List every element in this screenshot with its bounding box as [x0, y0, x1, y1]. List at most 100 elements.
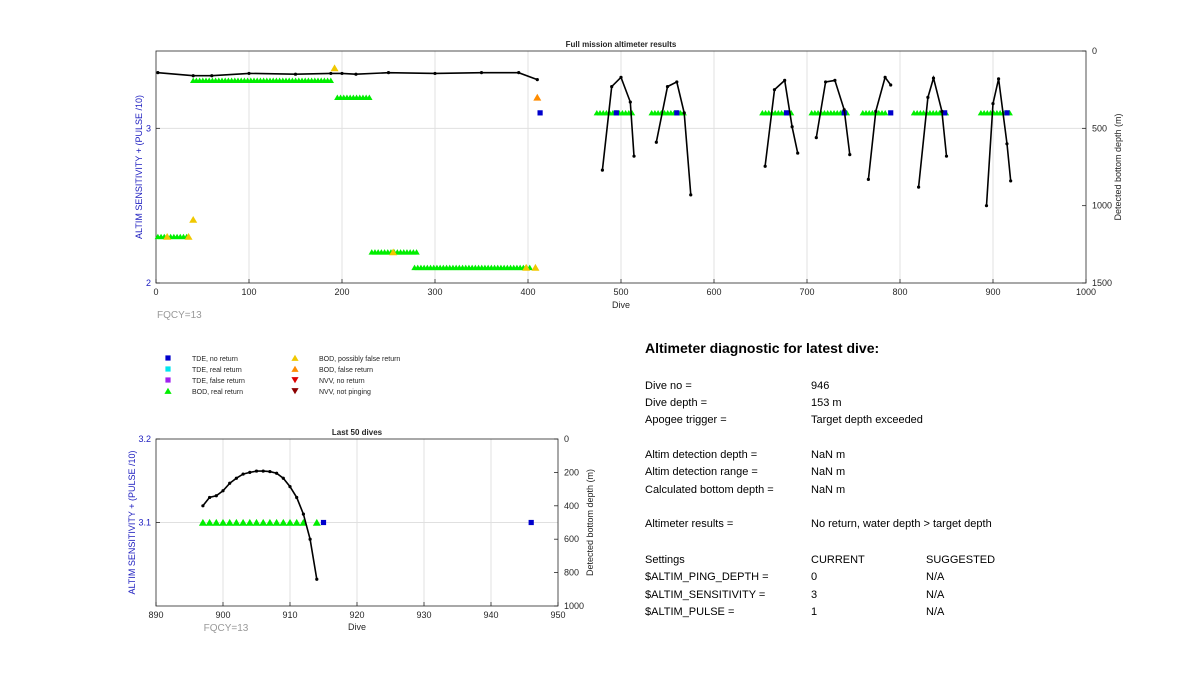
legend-marker: [291, 365, 299, 372]
tde-no-return-marker: [528, 519, 534, 526]
depth-point: [600, 168, 605, 172]
depth-point: [772, 88, 777, 92]
bottom-depth-dive-line: [917, 75, 948, 188]
y-tick-label: 3.2: [138, 434, 151, 444]
diag-value: Target depth exceeded: [811, 414, 923, 426]
settings-suggested: N/A: [926, 589, 945, 601]
y-tick-label: 3: [146, 123, 151, 133]
depth-point: [675, 80, 679, 84]
diag-value: NaN m: [811, 449, 846, 461]
depth-point: [628, 100, 632, 104]
depth-point: [944, 154, 949, 158]
depth-point: [790, 125, 794, 129]
depth-point: [682, 111, 686, 115]
legend-marker: [291, 377, 299, 384]
depth-point: [848, 153, 852, 157]
depth-point: [210, 74, 214, 78]
diag-label: Dive no =: [645, 380, 692, 392]
y2-tick-label: 0: [1092, 46, 1097, 56]
y2-tick-label: 800: [564, 568, 579, 578]
depth-point: [517, 71, 521, 75]
settings-label: Settings: [645, 554, 685, 566]
depth-point: [329, 71, 333, 76]
settings-suggested-header: SUGGESTED: [926, 554, 996, 566]
depth-point: [984, 204, 989, 208]
depth-point: [796, 151, 800, 155]
fqcy-label: FQCY=13: [204, 623, 249, 634]
depth-point: [221, 489, 225, 493]
tde-no-return-marker: [888, 110, 894, 116]
y2-tick-label: 1500: [1092, 278, 1112, 288]
legend-label: NVV, not pinging: [319, 389, 371, 396]
y2-axis-label: Detected bottom depth (m): [585, 469, 595, 576]
diag-value: NaN m: [811, 466, 846, 478]
settings-label: $ALTIM_PULSE =: [645, 606, 735, 618]
settings-label: $ALTIM_PING_DEPTH =: [645, 571, 769, 583]
x-tick-label: 600: [706, 287, 721, 297]
bod-possibly-false-marker: [163, 233, 172, 240]
diag-label: Dive depth =: [645, 397, 708, 409]
bod-real-marker: [205, 518, 214, 526]
depth-point: [991, 101, 995, 106]
x-tick-label: 800: [892, 287, 907, 297]
bod-real-marker: [232, 518, 241, 526]
bod-false-marker: [533, 93, 542, 101]
y-tick-label: 3.1: [138, 518, 151, 528]
bod-possibly-false-marker: [531, 263, 540, 271]
legend-label: NVV, no return: [319, 378, 365, 385]
depth-point: [926, 95, 930, 99]
x-tick-label: 940: [483, 610, 498, 620]
depth-point: [824, 80, 828, 84]
chart-title: Full mission altimeter results: [566, 40, 677, 49]
x-tick-label: 920: [349, 610, 364, 620]
y2-tick-label: 0: [564, 434, 569, 444]
bod-real-marker: [219, 518, 227, 526]
legend-marker: [165, 366, 171, 372]
depth-point: [1005, 142, 1009, 146]
depth-point: [293, 72, 298, 76]
x-tick-label: 200: [334, 287, 349, 297]
depth-point: [763, 164, 767, 168]
depth-point: [433, 71, 437, 76]
bod-real-marker: [198, 518, 207, 526]
depth-point: [783, 78, 787, 82]
depth-point: [295, 495, 299, 500]
depth-point: [535, 78, 539, 82]
bod-real-marker: [312, 518, 321, 526]
depth-point: [268, 469, 272, 474]
depth-point: [247, 71, 251, 76]
diag-value: No return, water depth > target depth: [811, 518, 992, 530]
x-tick-label: 900: [215, 610, 230, 620]
y-axis-label: ALTIM SENSITIVITY + (PULSE /10): [127, 451, 137, 595]
depth-point: [156, 71, 160, 75]
depth-point: [866, 177, 870, 181]
settings-suggested: N/A: [926, 606, 945, 618]
legend-label: TDE, false return: [192, 378, 245, 385]
bottom-depth-dive-line: [601, 75, 635, 171]
settings-suggested: N/A: [926, 571, 945, 583]
legend-marker: [291, 388, 299, 395]
bod-real-marker: [252, 518, 261, 526]
bod-real-marker: [882, 109, 889, 116]
legend-label: BOD, possibly false return: [319, 356, 400, 363]
bod-real-marker: [327, 77, 334, 83]
legend-marker: [291, 354, 299, 361]
bod-real-marker: [259, 518, 268, 526]
bod-real-marker: [265, 518, 274, 526]
depth-point: [619, 75, 623, 79]
y-axis-label: ALTIM SENSITIVITY + (PULSE /10): [134, 95, 144, 239]
y2-tick-label: 500: [1092, 123, 1107, 133]
bottom-depth-dive-line: [867, 75, 892, 180]
depth-point: [315, 577, 319, 581]
settings-current: 1: [811, 606, 818, 618]
diagnostic-title: Altimeter diagnostic for latest dive:: [645, 340, 880, 356]
depth-point: [248, 470, 252, 474]
depth-point: [917, 185, 921, 189]
depth-point: [931, 76, 936, 80]
depth-point: [214, 494, 218, 498]
depth-point: [842, 108, 846, 112]
diag-label: Apogee trigger =: [645, 414, 727, 426]
bod-possibly-false-marker: [522, 263, 531, 271]
tde-no-return-marker: [537, 110, 543, 116]
